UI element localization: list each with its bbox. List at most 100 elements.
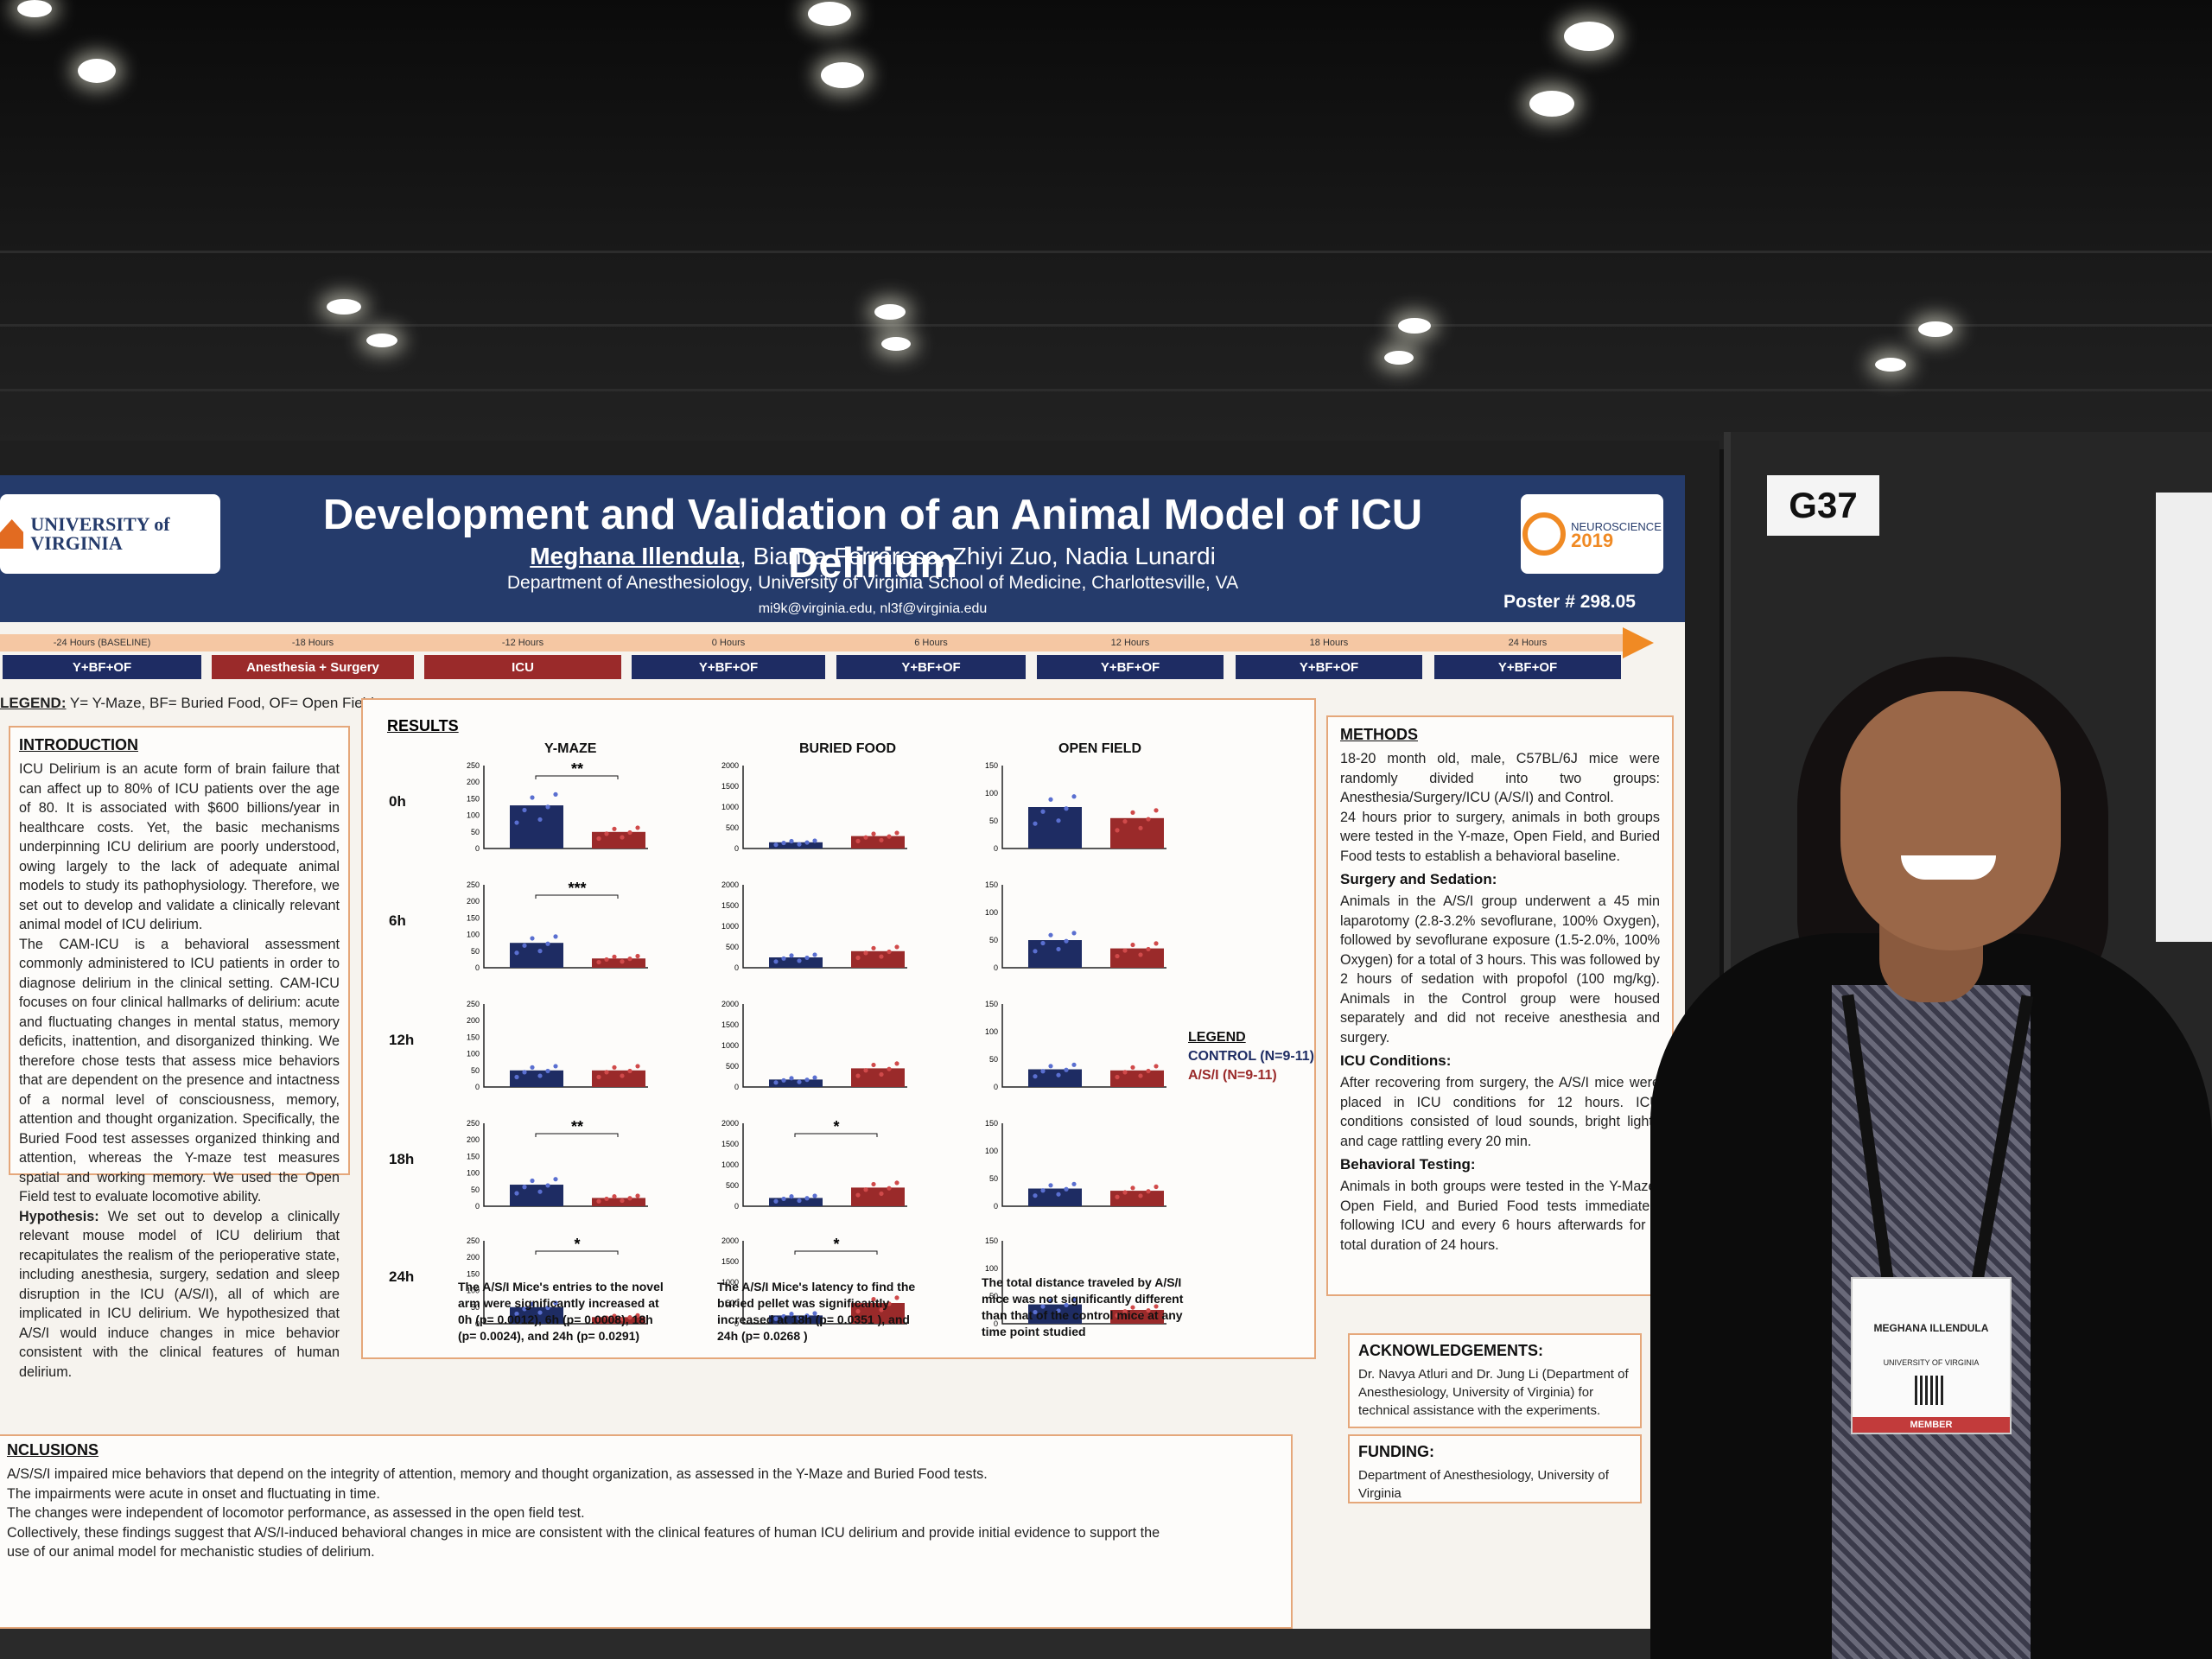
booth-number: G37 [1767, 475, 1879, 536]
data-point [804, 1313, 810, 1319]
data-point [1138, 952, 1143, 957]
data-point [1048, 1298, 1053, 1304]
data-point [1154, 1304, 1159, 1309]
methods-paragraph: Animals in both groups were tested in th… [1340, 1179, 1660, 1253]
y-tick-label: 250 [467, 1000, 480, 1008]
data-point [1033, 1193, 1038, 1198]
data-point [612, 1065, 617, 1070]
data-point [537, 1189, 543, 1194]
conclusion-item: Collectively, these findings suggest tha… [7, 1524, 1160, 1541]
y-tick-label: 500 [726, 1181, 739, 1190]
y-tick-label: 1000 [721, 922, 739, 931]
data-point [789, 838, 794, 844]
y-tick-label: 500 [726, 1062, 739, 1071]
data-point [1033, 949, 1038, 954]
data-point [596, 836, 601, 842]
data-point [1040, 809, 1046, 814]
y-tick-label: 0 [994, 1083, 998, 1091]
data-point [1040, 1069, 1046, 1074]
ceiling-light [1384, 351, 1414, 365]
y-tick-label: 50 [471, 1185, 480, 1194]
badge-name: MEGHANA ILLENDULA [1873, 1322, 1989, 1334]
data-point [604, 831, 609, 836]
data-point [1115, 953, 1120, 959]
data-point [781, 1077, 786, 1083]
abbreviation-legend: LEGEND: Y= Y-Maze, BF= Buried Food, OF= … [0, 695, 374, 712]
timeline-time-label: 24 Hours [1508, 638, 1548, 648]
y-tick-label: 50 [989, 817, 998, 825]
y-tick-label: 100 [985, 789, 998, 798]
data-point [522, 1070, 527, 1075]
control-bar [510, 1070, 563, 1087]
data-point [894, 1295, 899, 1300]
data-point [863, 1068, 868, 1073]
y-tick-label: 0 [734, 963, 739, 972]
ceiling-light [1529, 91, 1574, 117]
bar-chart: 0 50 100 150 200 250 [467, 1000, 648, 1091]
data-point [855, 838, 861, 843]
y-tick-label: 150 [467, 1269, 480, 1278]
legend-control: CONTROL (N=9-11) [1188, 1049, 1314, 1064]
conference-name: NEUROSCIENCE [1571, 520, 1662, 533]
control-bar [769, 1315, 823, 1324]
y-tick-label: 250 [467, 1236, 480, 1245]
data-point [1122, 819, 1128, 824]
data-point [635, 1064, 640, 1069]
research-poster: UNIVERSITY of VIRGINIA Development and V… [0, 475, 1685, 1629]
data-point [789, 1312, 794, 1317]
data-point [773, 959, 779, 964]
timeline-step-box: Y+BF+OF [836, 655, 1026, 679]
timeline-step-box: Anesthesia + Surgery [212, 655, 414, 679]
y-tick-label: 150 [985, 761, 998, 770]
legend-text: Y= Y-Maze, BF= Buried Food, OF= Open Fie… [66, 695, 374, 711]
timeline-step-box: ICU [424, 655, 621, 679]
data-point [1056, 1072, 1061, 1077]
control-bar [1028, 1188, 1082, 1206]
badge-affiliation: UNIVERSITY OF VIRGINIA [1883, 1358, 1980, 1367]
y-tick-label: 0 [475, 844, 480, 853]
introduction-paragraph: The CAM-ICU is a behavioral assessment c… [19, 936, 340, 1205]
asi-bar [592, 1198, 645, 1206]
conclusions-heading: NCLUSIONS [7, 1441, 99, 1459]
y-tick-label: 150 [467, 794, 480, 803]
poster-number: Poster # 298.05 [1503, 592, 1636, 612]
data-point [1040, 1304, 1046, 1309]
data-point [1130, 1305, 1135, 1310]
data-point [1071, 794, 1077, 799]
badge-member-tag: MEMBER [1853, 1417, 2010, 1433]
significance-stars: *** [568, 880, 586, 897]
data-point [1130, 942, 1135, 948]
methods-subheading: Behavioral Testing: [1340, 1156, 1476, 1173]
data-point [604, 1070, 609, 1075]
methods-paragraph: Animals in the A/S/I group underwent a 4… [1340, 893, 1660, 1046]
y-tick-label: 0 [734, 1083, 739, 1091]
data-point [620, 835, 625, 840]
data-point [1064, 1067, 1069, 1072]
significance-stars: * [574, 1236, 580, 1253]
data-point [1064, 938, 1069, 944]
data-point [887, 834, 892, 839]
data-point [522, 943, 527, 948]
data-point [1048, 1064, 1053, 1069]
introduction-section: INTRODUCTION ICU Delirium is an acute fo… [9, 726, 350, 1380]
poster-emails: mi9k@virginia.edu, nl3f@virginia.edu [758, 601, 988, 616]
data-point [879, 837, 884, 842]
significance-bracket [535, 775, 619, 779]
y-tick-label: 150 [985, 1236, 998, 1245]
data-point [545, 1183, 550, 1188]
chart-axis [483, 1123, 648, 1207]
significance-stars: ** [571, 1118, 583, 1135]
acknowledgements-heading: ACKNOWLEDGEMENTS: [1358, 1342, 1543, 1359]
data-point [620, 1317, 625, 1322]
y-tick-label: 50 [471, 1066, 480, 1075]
data-point [1138, 1073, 1143, 1078]
data-point [1048, 1183, 1053, 1188]
ceiling-light [1918, 321, 1953, 337]
data-point [804, 840, 810, 845]
timeline-time-label: 12 Hours [1110, 638, 1150, 648]
timeline-time-label: 18 Hours [1309, 638, 1349, 648]
y-tick-label: 1000 [721, 1041, 739, 1050]
ceiling-light [1875, 358, 1906, 372]
methods-paragraph: 24 hours prior to surgery, animals in bo… [1340, 809, 1660, 864]
results-legend-title: LEGEND [1188, 1030, 1246, 1045]
